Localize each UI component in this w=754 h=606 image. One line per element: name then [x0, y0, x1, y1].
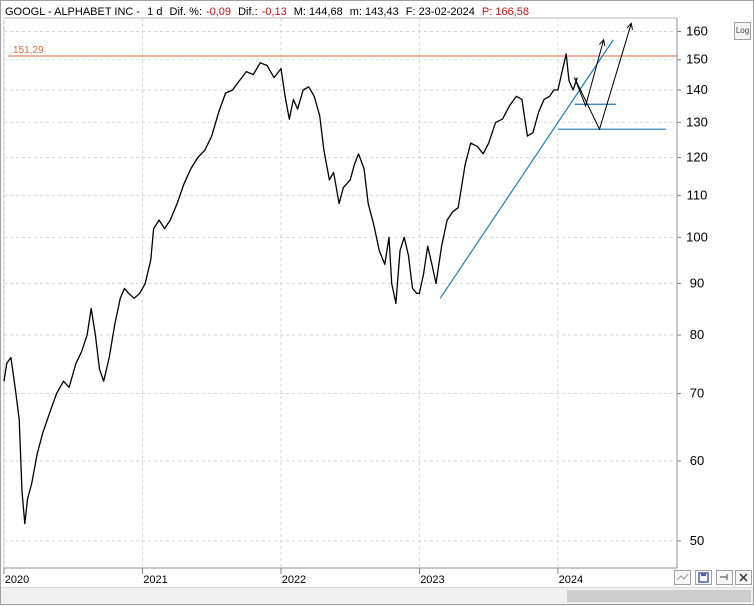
- y-tick-label: 100: [686, 229, 708, 244]
- x-tick-label: 2024: [559, 574, 583, 586]
- interval-label: 1 d: [147, 6, 163, 18]
- y-tick-label: 120: [686, 149, 708, 164]
- x-tick-label: 2021: [143, 574, 167, 586]
- y-tick-label: 80: [690, 327, 704, 342]
- plot-frame: [3, 17, 678, 569]
- y-tick-label: 150: [686, 52, 708, 67]
- y-tick-label: 90: [690, 275, 704, 290]
- x-tick-label: 2022: [282, 574, 306, 586]
- pct-change-label: Dif. %:: [169, 6, 202, 18]
- y-tick-label: 50: [690, 533, 704, 548]
- scenario-arrow: [574, 23, 632, 131]
- y-tick-label: 70: [690, 386, 704, 401]
- scrollbar-thumb[interactable]: [567, 590, 751, 602]
- log-scale-button[interactable]: Log: [734, 22, 751, 40]
- price-series-line: [3, 53, 578, 525]
- symbol-label: GOOGL - ALPHABET INC -: [5, 6, 141, 18]
- max-label: M: 144,68: [293, 6, 343, 18]
- autoscale-icon[interactable]: [674, 570, 691, 585]
- y-tick-label: 140: [686, 82, 708, 97]
- y-tick-label: 60: [690, 453, 704, 468]
- x-tick-label: 2020: [5, 574, 29, 586]
- y-tick-label: 110: [687, 188, 708, 203]
- date-label: F: 23-02-2024: [405, 6, 475, 18]
- change-label: Dif.:: [238, 6, 258, 18]
- change-value: -0,13: [261, 6, 287, 18]
- horizontal-scrollbar[interactable]: [1, 587, 753, 604]
- close-icon[interactable]: [735, 570, 752, 585]
- resistance-label: 151,29: [13, 45, 44, 56]
- save-icon[interactable]: [695, 570, 712, 585]
- x-tick-label: 2023: [420, 574, 444, 586]
- price-label: P: 166,58: [481, 6, 529, 18]
- pin-icon[interactable]: [716, 570, 733, 585]
- y-tick-label: 130: [686, 114, 708, 129]
- min-label: m: 143,43: [349, 6, 399, 18]
- scenario-arrow: [574, 40, 604, 108]
- chart-header: GOOGL - ALPHABET INC - 1 d Dif. %: -0,09 …: [5, 4, 533, 20]
- y-tick-label: 160: [686, 23, 708, 38]
- pct-change-value: -0,09: [205, 6, 231, 18]
- trendline: [439, 39, 614, 299]
